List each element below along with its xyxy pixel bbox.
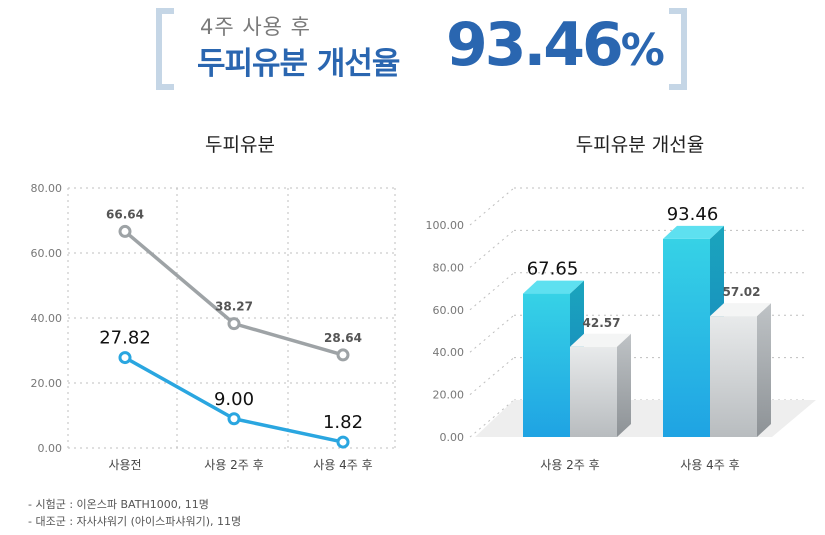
line-x-tick-label: 사용 4주 후 xyxy=(313,458,372,472)
bar xyxy=(523,293,570,437)
line-data-label: 66.64 xyxy=(106,207,144,221)
line-x-tick-label: 사용전 xyxy=(108,458,141,472)
line-data-point xyxy=(336,435,350,449)
bar-gridline-diagonal xyxy=(469,230,515,268)
line-data-label: 38.27 xyxy=(215,300,253,314)
line-data-label: 27.82 xyxy=(99,328,151,349)
footnote-control-group: - 대조군 : 자사샤워기 (아이스파샤워기), 11명 xyxy=(28,515,242,528)
bar-data-label: 57.02 xyxy=(723,285,761,299)
bar-x-tick-label: 사용 2주 후 xyxy=(540,458,599,472)
bar-data-label: 42.57 xyxy=(583,316,621,330)
bar xyxy=(570,346,617,437)
bar xyxy=(663,238,710,437)
line-y-tick-label: 40.00 xyxy=(31,312,63,325)
bar-side xyxy=(757,303,771,437)
bar-chart-title: 두피유분 개선율 xyxy=(575,134,705,156)
line-chart-title: 두피유분 xyxy=(205,134,275,156)
header: 4주 사용 후 두피유분 개선율 93.46% xyxy=(0,0,825,95)
line-y-tick-label: 60.00 xyxy=(31,247,63,260)
bar-top xyxy=(663,225,724,239)
line-data-point xyxy=(227,412,241,426)
bar-data-label: 93.46 xyxy=(667,204,719,225)
bar-gridline-diagonal xyxy=(469,272,515,311)
bar xyxy=(710,316,757,437)
bar-x-tick-label: 사용 4주 후 xyxy=(680,458,739,472)
line-data-label: 28.64 xyxy=(324,331,362,345)
bar-y-tick-label: 100.00 xyxy=(426,219,465,232)
bar-y-tick-label: 80.00 xyxy=(433,261,465,274)
line-series-control xyxy=(123,230,344,357)
line-data-point xyxy=(227,317,241,331)
bar-y-tick-label: 20.00 xyxy=(433,389,465,402)
header-title: 두피유분 개선율 xyxy=(197,46,400,82)
bar-side xyxy=(617,333,631,437)
line-data-point xyxy=(118,351,132,365)
line-data-point xyxy=(336,348,350,362)
header-value-number: 93.46 xyxy=(446,10,624,80)
bar-data-label: 67.65 xyxy=(527,259,579,280)
line-data-label: 9.00 xyxy=(214,389,254,410)
line-x-tick-label: 사용 2주 후 xyxy=(204,458,263,472)
right-bracket xyxy=(669,8,687,90)
line-data-point xyxy=(118,224,132,238)
bar-y-tick-label: 0.00 xyxy=(440,431,465,444)
bar-top xyxy=(570,333,631,347)
line-data-label: 1.82 xyxy=(323,412,363,433)
header-value-unit: % xyxy=(620,25,665,76)
bar-top xyxy=(710,303,771,317)
footnote-test-group: - 시험군 : 이온스파 BATH1000, 11명 xyxy=(28,498,209,511)
line-y-tick-label: 80.00 xyxy=(31,182,63,195)
bar-y-tick-label: 60.00 xyxy=(433,304,465,317)
header-value: 93.46% xyxy=(446,10,665,80)
bar-gridline-diagonal xyxy=(469,314,515,353)
header-subtitle: 4주 사용 후 xyxy=(200,15,311,39)
bar-gridline-diagonal xyxy=(469,187,515,226)
line-y-tick-label: 20.00 xyxy=(31,377,63,390)
bar-gridline-diagonal xyxy=(469,357,515,395)
line-y-tick-label: 0.00 xyxy=(38,442,63,455)
bar-top xyxy=(523,280,584,294)
left-bracket xyxy=(156,8,174,90)
bar-y-tick-label: 40.00 xyxy=(433,346,465,359)
